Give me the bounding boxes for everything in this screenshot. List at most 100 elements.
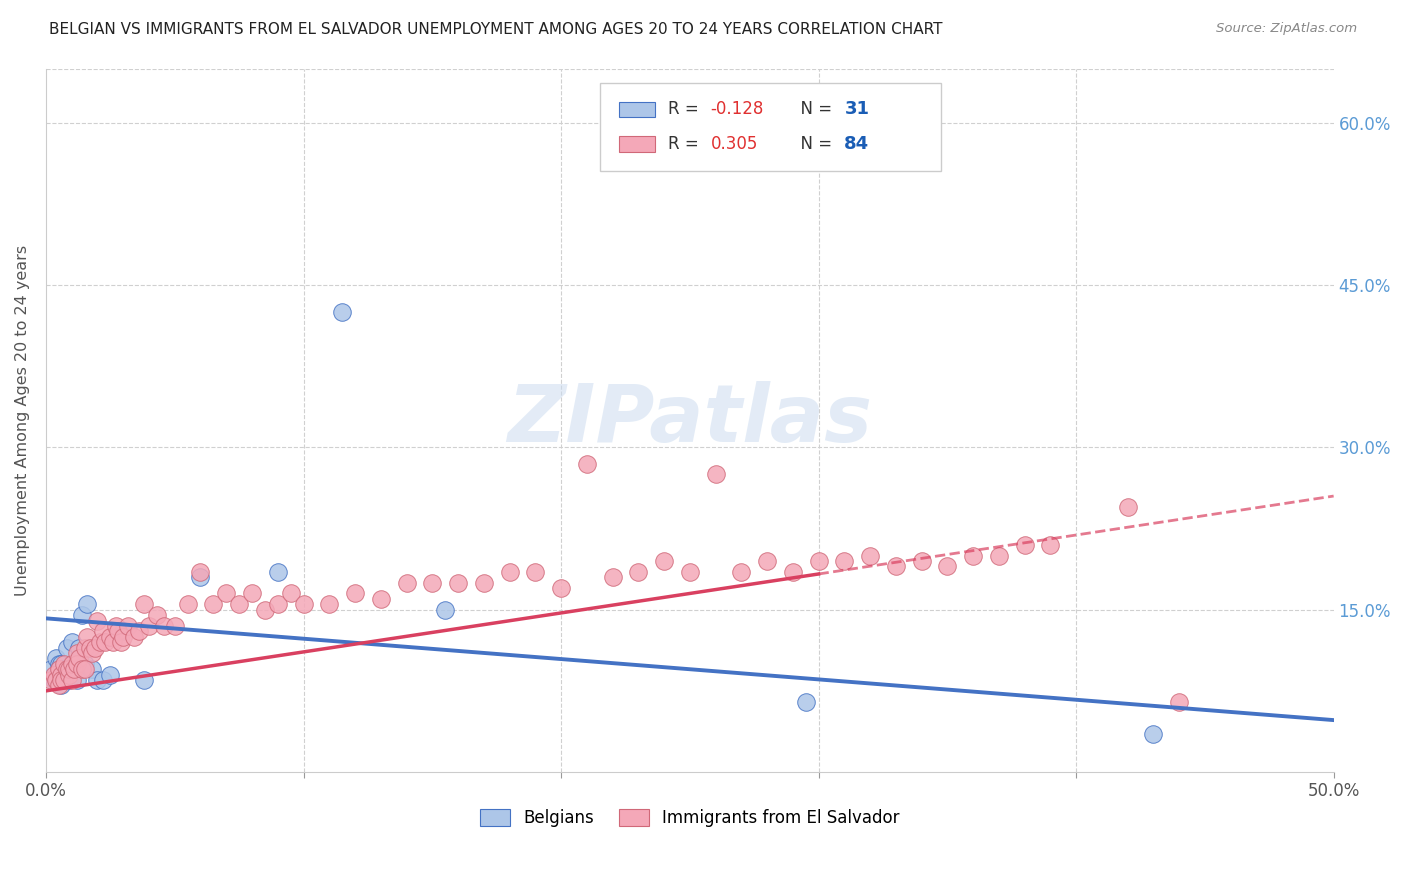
Point xyxy=(53,673,76,687)
Point xyxy=(53,662,76,676)
Point xyxy=(83,640,105,655)
FancyBboxPatch shape xyxy=(619,102,655,117)
Point xyxy=(58,662,80,676)
Point xyxy=(98,630,121,644)
Point xyxy=(82,646,104,660)
Point xyxy=(834,554,856,568)
Point xyxy=(48,678,70,692)
Point xyxy=(91,624,114,639)
Point xyxy=(884,559,907,574)
Point xyxy=(163,619,186,633)
Text: 31: 31 xyxy=(845,100,869,119)
Point xyxy=(73,662,96,676)
Point xyxy=(756,554,779,568)
Point xyxy=(39,662,62,676)
Point xyxy=(122,630,145,644)
Point xyxy=(524,565,547,579)
Point xyxy=(91,673,114,687)
Point xyxy=(70,662,93,676)
Point xyxy=(60,662,83,676)
Point xyxy=(370,591,392,606)
Point xyxy=(53,657,76,671)
Point xyxy=(267,597,290,611)
Point xyxy=(679,565,702,579)
Point xyxy=(176,597,198,611)
Point xyxy=(101,635,124,649)
Text: R =: R = xyxy=(668,100,704,119)
Point xyxy=(55,662,77,676)
Point xyxy=(434,603,457,617)
Point xyxy=(112,630,135,644)
Point xyxy=(66,657,89,671)
Point xyxy=(472,575,495,590)
Point xyxy=(51,678,73,692)
Point xyxy=(575,457,598,471)
Point xyxy=(60,635,83,649)
Point xyxy=(89,635,111,649)
Text: 0.305: 0.305 xyxy=(710,135,758,153)
Point xyxy=(253,603,276,617)
Point xyxy=(117,619,139,633)
Point xyxy=(69,651,91,665)
Y-axis label: Unemployment Among Ages 20 to 24 years: Unemployment Among Ages 20 to 24 years xyxy=(15,244,30,596)
Point xyxy=(86,673,108,687)
Point xyxy=(240,586,263,600)
Point xyxy=(63,662,86,676)
Point xyxy=(51,673,73,687)
Point xyxy=(330,305,353,319)
Point xyxy=(51,657,73,671)
Point xyxy=(58,673,80,687)
Text: Source: ZipAtlas.com: Source: ZipAtlas.com xyxy=(1216,22,1357,36)
Point xyxy=(48,662,70,676)
Point xyxy=(70,608,93,623)
Point xyxy=(292,597,315,611)
Point xyxy=(73,640,96,655)
Point xyxy=(215,586,238,600)
Point xyxy=(94,635,117,649)
Text: N =: N = xyxy=(790,135,838,153)
Point xyxy=(910,554,932,568)
Point xyxy=(104,619,127,633)
Point xyxy=(1168,695,1191,709)
Legend: Belgians, Immigrants from El Salvador: Belgians, Immigrants from El Salvador xyxy=(474,803,907,834)
Point xyxy=(447,575,470,590)
Point xyxy=(69,640,91,655)
Point xyxy=(110,635,132,649)
Text: N =: N = xyxy=(790,100,838,119)
Point xyxy=(45,673,67,687)
Point xyxy=(145,608,167,623)
Point xyxy=(807,554,830,568)
Point xyxy=(79,640,101,655)
Text: BELGIAN VS IMMIGRANTS FROM EL SALVADOR UNEMPLOYMENT AMONG AGES 20 TO 24 YEARS CO: BELGIAN VS IMMIGRANTS FROM EL SALVADOR U… xyxy=(49,22,942,37)
Point xyxy=(128,624,150,639)
Point xyxy=(138,619,160,633)
FancyBboxPatch shape xyxy=(619,136,655,152)
Point xyxy=(395,575,418,590)
Point xyxy=(498,565,520,579)
Point xyxy=(318,597,340,611)
Point xyxy=(228,597,250,611)
Point xyxy=(794,695,817,709)
Point xyxy=(190,570,212,584)
Point xyxy=(550,581,572,595)
Point xyxy=(420,575,443,590)
Point xyxy=(60,673,83,687)
Point xyxy=(107,624,129,639)
Point xyxy=(1039,538,1062,552)
Point xyxy=(132,673,155,687)
Point xyxy=(48,662,70,676)
Point xyxy=(652,554,675,568)
Point xyxy=(42,667,65,681)
Point xyxy=(1014,538,1036,552)
Point xyxy=(42,673,65,687)
Point xyxy=(48,657,70,671)
Point xyxy=(58,667,80,681)
Point xyxy=(60,657,83,671)
Point xyxy=(66,673,89,687)
Point xyxy=(730,565,752,579)
Point xyxy=(76,597,98,611)
Point xyxy=(936,559,959,574)
Point xyxy=(267,565,290,579)
Point xyxy=(63,662,86,676)
Text: ZIPatlas: ZIPatlas xyxy=(508,381,872,459)
